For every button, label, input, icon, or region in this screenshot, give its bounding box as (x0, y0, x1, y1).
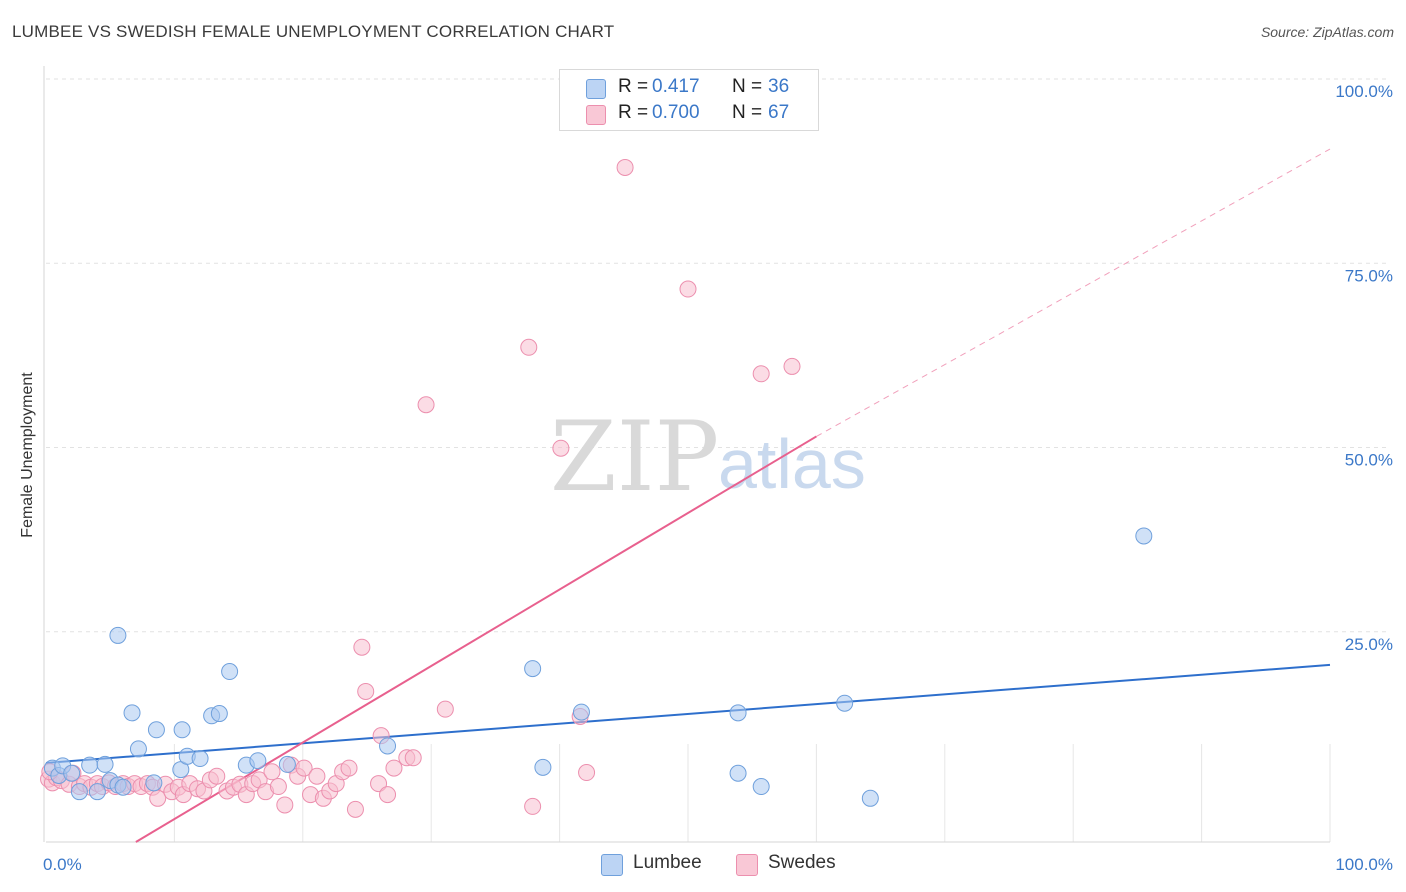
legend-n-value: 67 (768, 102, 790, 123)
lumbee-legend-label: Lumbee (633, 852, 702, 873)
watermark-zip: ZIP (550, 401, 719, 513)
lumbee-point (123, 704, 141, 722)
lumbee-point (861, 789, 879, 807)
lumbee-point (145, 774, 163, 792)
swedes-point (357, 682, 375, 700)
swedes-swatch (586, 105, 606, 125)
lumbee-point (147, 721, 165, 739)
x-tick-label: 0.0% (43, 855, 82, 874)
swedes-point (524, 797, 542, 815)
y-tick-label: 75.0% (1345, 266, 1393, 285)
swedes-legend-swatch (736, 854, 758, 876)
swedes-point (552, 439, 570, 457)
swedes-point (679, 280, 697, 298)
grid-layer (46, 78, 1390, 842)
swedes-point (370, 775, 388, 793)
swedes-point (269, 778, 287, 796)
swedes-trend-extension (816, 148, 1331, 437)
swedes-legend-label: Swedes (768, 852, 836, 873)
lumbee-point (70, 783, 88, 801)
points-layer (40, 158, 1153, 818)
source-credit: Source: ZipAtlas.com (1260, 24, 1394, 40)
lumbee-point (752, 778, 770, 796)
swedes-point (353, 638, 371, 656)
swedes-point (520, 338, 538, 356)
swedes-point (436, 700, 454, 718)
swedes-point (379, 786, 397, 804)
lumbee-point (379, 737, 397, 755)
swedes-point (263, 763, 281, 781)
y-tick-label: 100.0% (1335, 82, 1393, 101)
swedes-point (783, 357, 801, 375)
lumbee-swatch (586, 79, 606, 99)
lumbee-point (221, 663, 239, 681)
lumbee-point (524, 660, 542, 678)
lumbee-point (729, 764, 747, 782)
lumbee-point (173, 721, 191, 739)
lumbee-point (81, 756, 99, 774)
swedes-point (276, 796, 294, 814)
lumbee-point (96, 755, 114, 773)
lumbee-point (249, 752, 267, 770)
ticks-layer: 25.0% 50.0% 75.0% 100.0% 0.0% 100.0% (43, 82, 1393, 874)
legend-r-label: R = (618, 102, 649, 123)
legend-n-label: N = (732, 76, 763, 97)
swedes-point (404, 749, 422, 767)
lumbee-legend-swatch (601, 854, 623, 876)
lumbee-point (534, 758, 552, 776)
lumbee-point (210, 705, 228, 723)
y-tick-label: 25.0% (1345, 635, 1393, 654)
lumbee-point (278, 755, 296, 773)
legend-r-label: R = (618, 76, 649, 97)
lumbee-point (836, 694, 854, 712)
lumbee-point (191, 750, 209, 768)
legend-n-label: N = (732, 102, 763, 123)
lumbee-point (109, 626, 127, 644)
swedes-point (340, 759, 358, 777)
y-tick-label: 50.0% (1345, 451, 1393, 470)
lumbee-point (88, 783, 106, 801)
swedes-trend-line (135, 435, 817, 843)
lumbee-point (63, 764, 81, 782)
axis-layer (43, 66, 1330, 843)
swedes-point (149, 789, 167, 807)
legend-n-value: 36 (768, 76, 790, 97)
legend-r-value: 0.417 (652, 76, 700, 97)
lumbee-point (114, 778, 132, 796)
trend-layer (45, 148, 1331, 843)
lumbee-point (129, 740, 147, 758)
watermark-atlas: atlas (718, 425, 866, 503)
lumbee-point (729, 704, 747, 722)
lumbee-point (572, 703, 590, 721)
swedes-point (417, 396, 435, 414)
lumbee-trend-line (45, 663, 1331, 764)
swedes-point (578, 764, 596, 782)
swedes-point (385, 759, 403, 777)
x-tick-label: 100.0% (1335, 855, 1393, 874)
legend-r-value: 0.700 (652, 102, 700, 123)
correlation-legend: R = 0.417 N = 36 R = 0.700 N = 67 (559, 69, 819, 131)
lumbee-point (1135, 527, 1153, 545)
chart-title: LUMBEE VS SWEDISH FEMALE UNEMPLOYMENT CO… (12, 22, 615, 41)
swedes-point (346, 800, 364, 818)
swedes-point (295, 759, 313, 777)
swedes-point (208, 767, 226, 785)
swedes-point (616, 158, 634, 176)
swedes-point (308, 767, 326, 785)
swedes-point (752, 365, 770, 383)
